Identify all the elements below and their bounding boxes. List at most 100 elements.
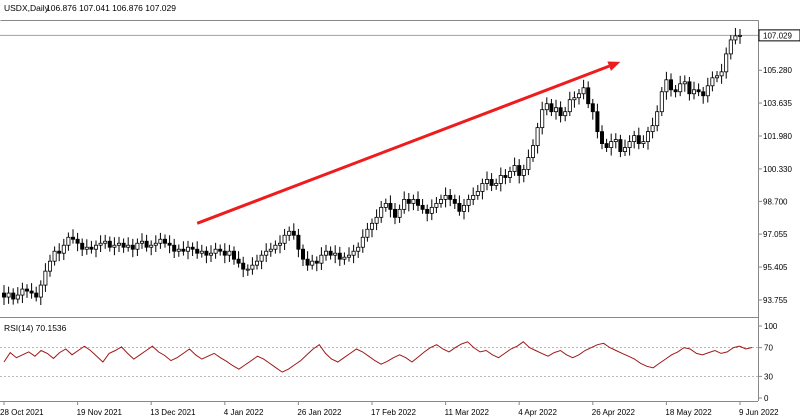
candle xyxy=(715,71,720,83)
rsi-tick-label: 70 xyxy=(764,344,773,353)
candle xyxy=(139,233,144,249)
candle xyxy=(461,198,466,220)
candle xyxy=(650,117,655,139)
candle xyxy=(172,238,177,258)
candle xyxy=(678,75,683,97)
candle xyxy=(268,242,273,257)
candle xyxy=(623,139,628,156)
candle xyxy=(687,77,692,101)
candle xyxy=(328,246,333,260)
candle xyxy=(176,244,181,257)
candle xyxy=(595,103,600,139)
candle xyxy=(549,98,554,117)
candle xyxy=(475,185,480,200)
candle xyxy=(15,287,20,304)
candle xyxy=(185,240,190,260)
candle xyxy=(24,284,29,298)
candle xyxy=(314,256,319,272)
candle xyxy=(112,237,117,256)
candle xyxy=(273,240,278,254)
current-price-marker: 107.029 xyxy=(758,29,800,42)
rsi-levels xyxy=(0,347,758,377)
candle xyxy=(29,283,34,299)
symbol-label: USDX,Daily xyxy=(4,3,50,13)
candle xyxy=(710,71,715,92)
candle xyxy=(577,88,582,105)
candle xyxy=(415,191,420,211)
rsi-header-label: RSI(14) 70.1536 xyxy=(4,323,67,333)
candle xyxy=(190,242,195,257)
candle xyxy=(600,125,605,150)
candle xyxy=(222,243,227,264)
candle xyxy=(627,135,632,156)
candle xyxy=(204,246,209,264)
candle xyxy=(406,193,411,212)
candle xyxy=(388,195,393,218)
candle xyxy=(544,97,549,116)
candle xyxy=(167,235,172,254)
candle xyxy=(567,91,572,117)
candle xyxy=(696,83,701,97)
candle xyxy=(126,237,131,252)
candle xyxy=(342,252,347,265)
candle xyxy=(512,157,517,176)
candle xyxy=(84,239,89,255)
candle xyxy=(383,198,388,212)
candle xyxy=(392,202,397,225)
candle xyxy=(503,169,508,185)
candle xyxy=(659,86,664,117)
candle xyxy=(310,254,315,270)
candle xyxy=(199,244,204,258)
candle xyxy=(6,286,11,304)
candle xyxy=(296,228,301,258)
candle xyxy=(218,244,223,256)
rsi-panel: RSI(14) 70.1536 100 70 30 0 xyxy=(0,322,778,403)
current-price-box xyxy=(758,29,800,42)
candle xyxy=(213,242,218,259)
candle xyxy=(144,234,149,252)
current-price-label: 107.029 xyxy=(763,31,792,40)
candle xyxy=(250,257,255,275)
price-panel xyxy=(0,20,759,402)
price-tick-label: 105.280 xyxy=(763,66,792,75)
candle xyxy=(360,229,365,253)
candle xyxy=(397,204,402,223)
candle xyxy=(705,77,710,103)
candle xyxy=(57,243,62,262)
candle xyxy=(457,195,462,216)
candle xyxy=(669,73,674,97)
price-tick-label: 93.755 xyxy=(763,296,788,305)
time-axis: 28 Oct 2021 19 Nov 2021 13 Dec 2021 4 Jan 2… xyxy=(0,401,779,417)
candle xyxy=(351,244,356,264)
candle xyxy=(333,245,338,264)
candle xyxy=(365,222,370,242)
time-tick-label: 26 Apr 2022 xyxy=(592,408,636,417)
time-tick-label: 4 Jan 2022 xyxy=(224,408,264,417)
candle xyxy=(130,238,135,258)
candle xyxy=(581,79,586,100)
trend-arrow xyxy=(196,61,621,225)
candle xyxy=(227,244,232,262)
candle xyxy=(66,232,71,251)
candle xyxy=(374,209,379,231)
candle xyxy=(521,164,526,183)
candle xyxy=(98,235,103,253)
candle xyxy=(558,101,563,123)
candle xyxy=(181,241,186,256)
candle xyxy=(494,178,499,190)
candle xyxy=(208,245,213,262)
price-tick-label: 101.980 xyxy=(763,132,792,141)
candle xyxy=(438,194,443,208)
candle xyxy=(34,286,39,302)
candle xyxy=(563,106,568,122)
candle xyxy=(554,99,559,120)
candle xyxy=(429,199,434,221)
candle xyxy=(724,47,729,79)
time-tick-label: 11 Mar 2022 xyxy=(445,408,490,417)
candle xyxy=(586,81,591,109)
rsi-line xyxy=(3,341,753,373)
time-tick-label: 4 Apr 2022 xyxy=(518,408,557,417)
trend-arrow-head xyxy=(607,61,621,71)
candle xyxy=(411,194,416,211)
candle xyxy=(61,238,66,260)
